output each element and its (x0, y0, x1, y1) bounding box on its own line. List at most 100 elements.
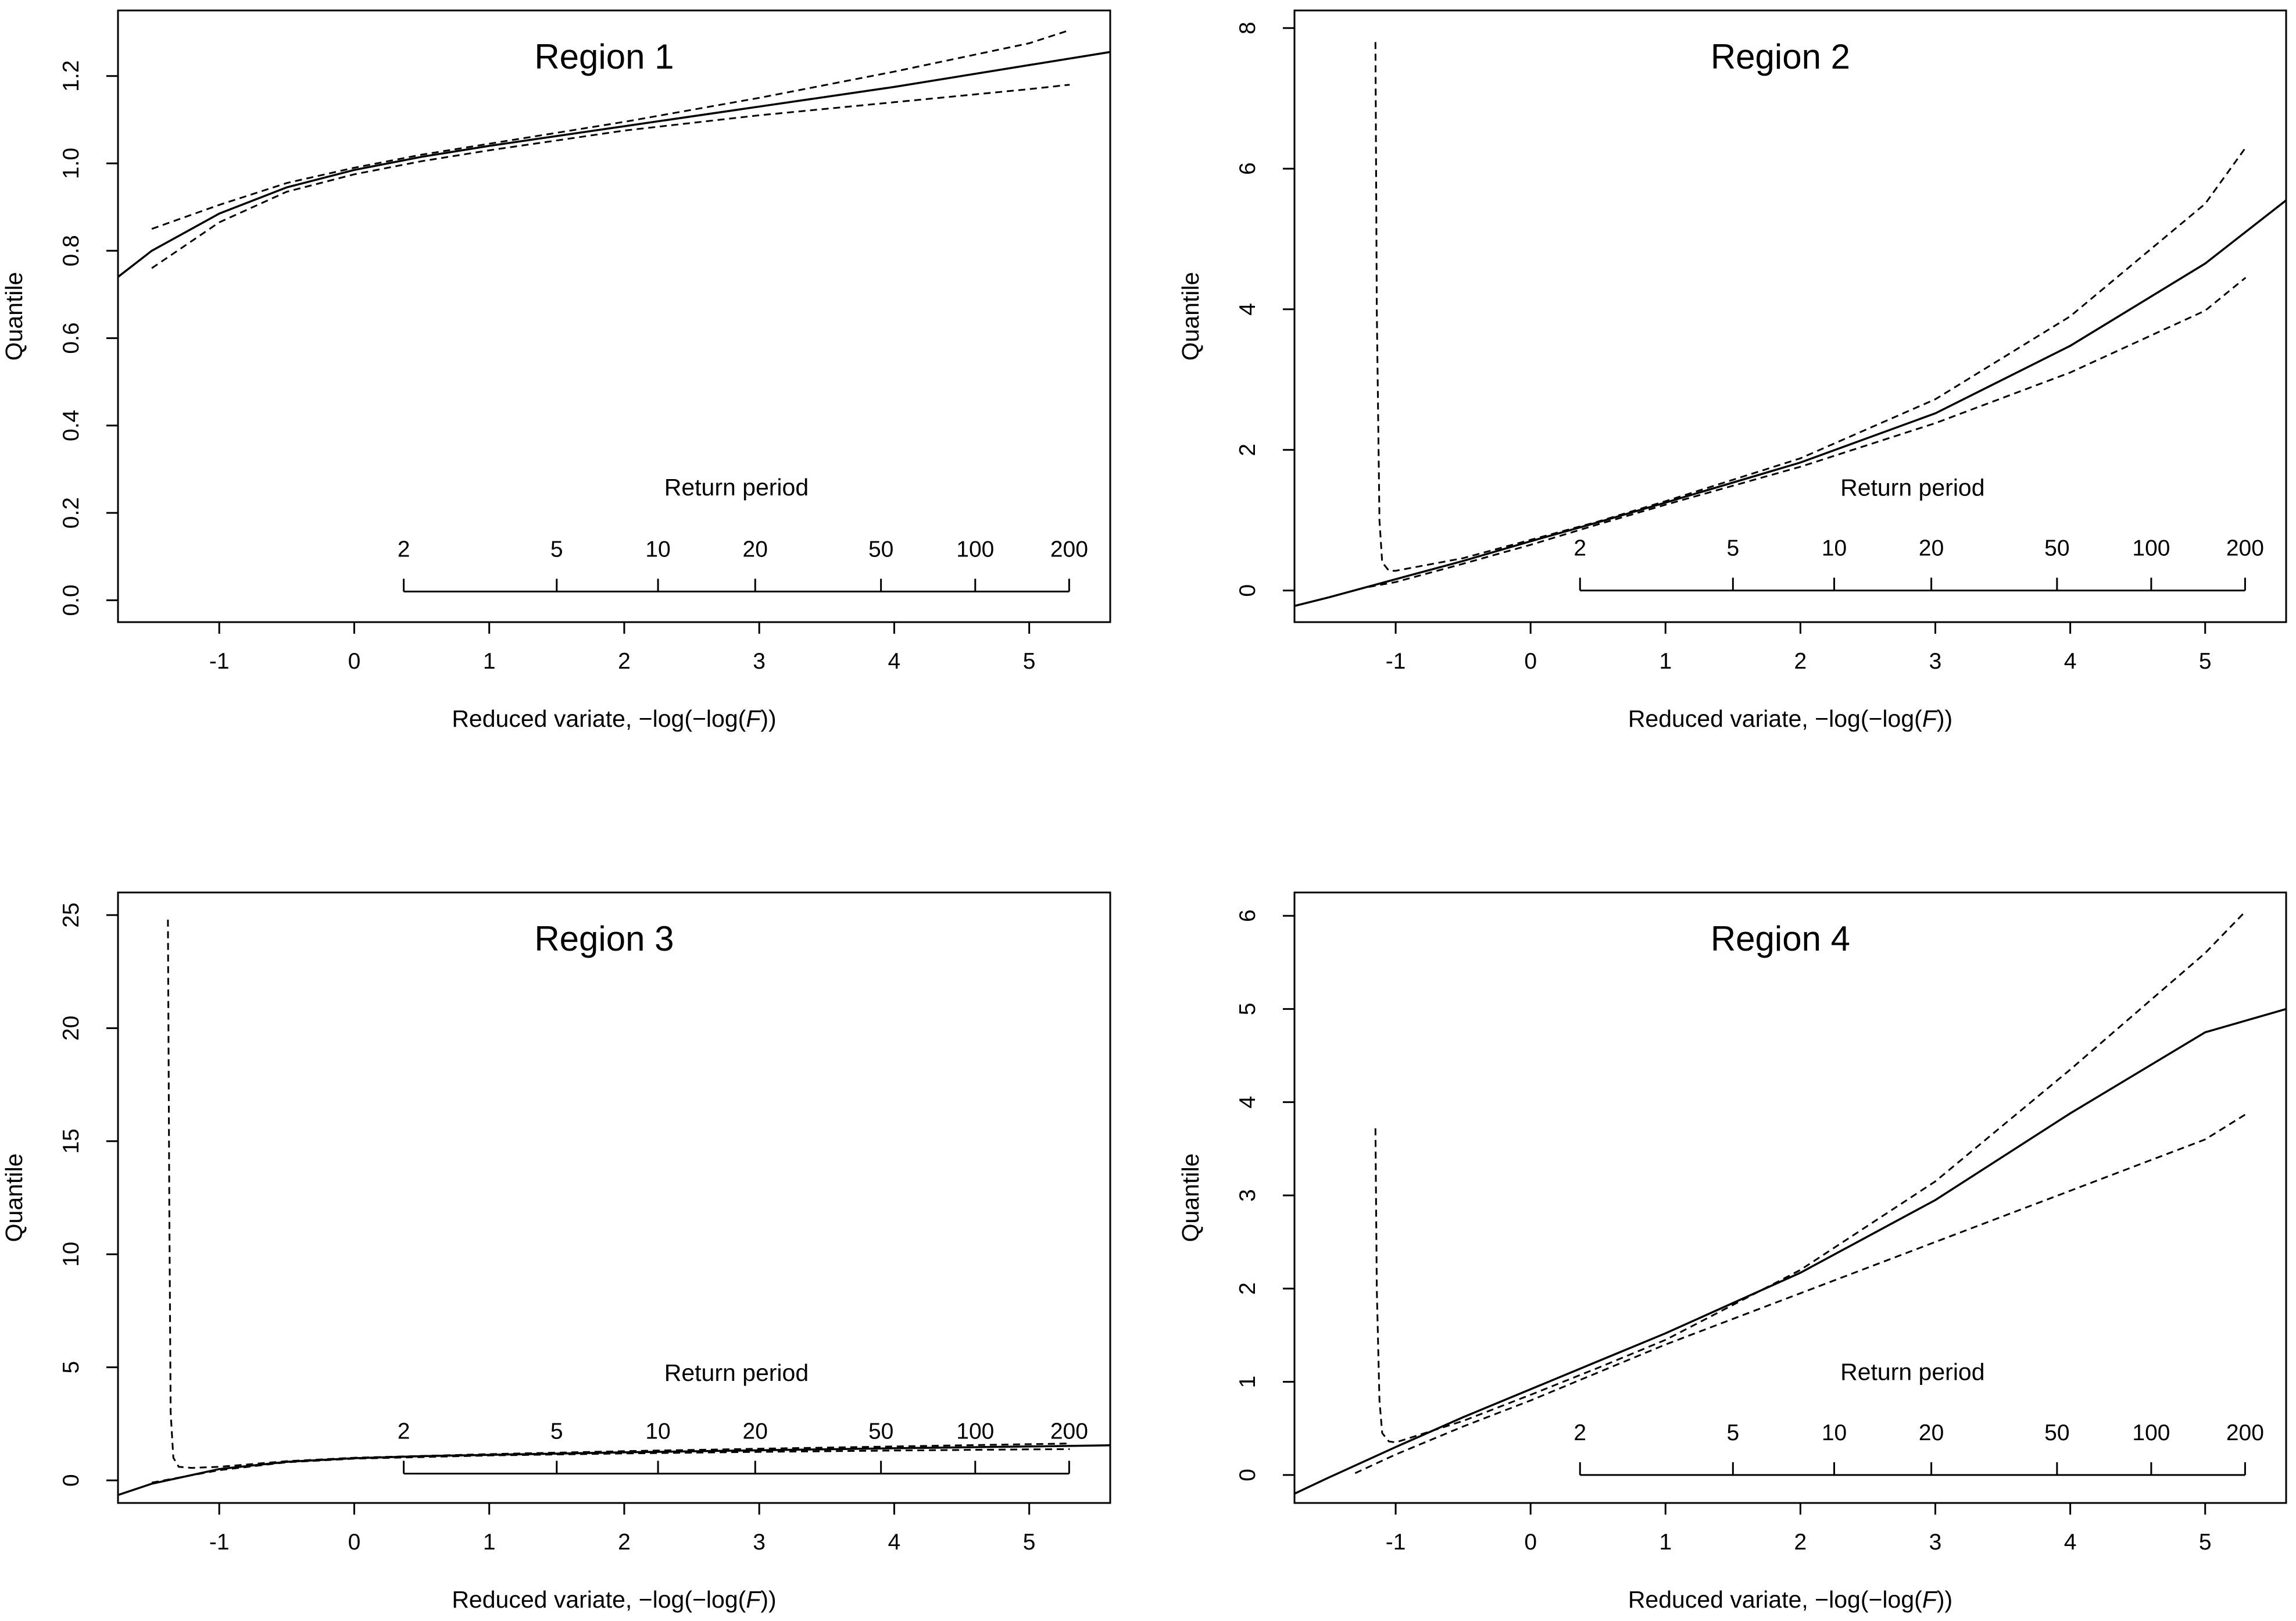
x-tick-label: 2 (618, 1530, 631, 1555)
x-tick-label: -1 (1386, 1530, 1406, 1555)
y-tick-label: 1.2 (59, 60, 84, 92)
return-period-tick-label: 50 (868, 537, 893, 562)
y-tick-label: 25 (59, 902, 84, 927)
plot-frame (117, 891, 1111, 1504)
x-axis-label-suffix: )) (1937, 1586, 1952, 1613)
x-axis-label-var: F (1922, 1586, 1938, 1613)
return-period-tick-label: 200 (2226, 1420, 2264, 1445)
series-upper (151, 29, 1070, 230)
return-period-tick-label: 200 (1050, 537, 1088, 562)
x-axis-label-prefix: Reduced variate, −log(−log( (452, 1586, 746, 1613)
x-tick-label: 2 (1794, 1530, 1807, 1555)
return-period-tick-label: 20 (743, 1419, 768, 1444)
y-tick-label: 1.0 (59, 148, 84, 179)
panel-title: Region 2 (1711, 37, 1850, 76)
y-tick-label: 0.4 (59, 410, 84, 441)
x-axis-label-suffix: )) (1937, 705, 1952, 732)
x-axis-label: Reduced variate, −log(−log(F)) (1628, 1586, 1952, 1613)
return-period-tick-label: 20 (1919, 536, 1944, 561)
series-lower (1368, 277, 2247, 588)
x-tick-label: 3 (1929, 649, 1942, 674)
y-tick-label: 0.0 (59, 584, 84, 616)
x-tick-label: 0 (1524, 1530, 1537, 1555)
y-tick-label: 0.8 (59, 235, 84, 266)
x-tick-label: 1 (483, 649, 496, 674)
y-tick-label: 1 (1235, 1376, 1260, 1388)
return-period-label: Return period (664, 474, 809, 501)
return-period-tick-label: 200 (1050, 1419, 1088, 1444)
x-axis-label-var: F (746, 1586, 761, 1613)
x-tick-label: 4 (2064, 1530, 2077, 1555)
return-period-label: Return period (1840, 474, 1984, 501)
y-tick-label: 6 (1235, 909, 1260, 922)
return-period-label: Return period (664, 1359, 809, 1386)
y-tick-label: 0.2 (59, 497, 84, 529)
x-tick-label: 1 (483, 1530, 496, 1555)
return-period-tick-label: 2 (398, 1419, 410, 1444)
return-period-tick-label: 2 (1573, 1420, 1586, 1445)
y-tick-label: 6 (1235, 162, 1260, 175)
x-axis-label-var: F (1922, 705, 1938, 732)
return-period-tick-label: 5 (1726, 536, 1739, 561)
x-axis-label-prefix: Reduced variate, −log(−log( (1628, 1586, 1922, 1613)
y-tick-label: 3 (1235, 1189, 1260, 1202)
y-tick-label: 8 (1235, 22, 1260, 34)
y-axis-label: Quantile (1177, 1154, 1204, 1242)
x-axis-label: Reduced variate, −log(−log(F)) (1628, 705, 1952, 732)
x-tick-label: 5 (1023, 649, 1036, 674)
return-period-tick-label: 10 (645, 537, 670, 562)
panel-title: Region 1 (534, 37, 674, 76)
return-period-tick-label: 10 (1822, 536, 1847, 561)
y-tick-label: 20 (59, 1016, 84, 1041)
y-tick-label: 4 (1235, 1096, 1260, 1109)
plot-frame (1293, 891, 2287, 1504)
plot-frame (1293, 9, 2287, 623)
y-tick-label: 5 (1235, 1003, 1260, 1016)
x-axis-label: Reduced variate, −log(−log(F)) (452, 705, 776, 732)
x-axis-label-prefix: Reduced variate, −log(−log( (1628, 705, 1922, 732)
return-period-tick-label: 100 (2132, 536, 2170, 561)
y-tick-label: 4 (1235, 303, 1260, 316)
x-tick-label: -1 (1386, 649, 1406, 674)
x-axis-label-var: F (746, 705, 761, 732)
y-tick-label: 15 (59, 1129, 84, 1154)
panel-region-1: -1 0 1 2 3 4 5 0.0 0.2 0.4 0.6 0.8 1.0 1.2 Quantile Red… (1, 9, 1111, 732)
x-tick-label: 0 (348, 1530, 361, 1555)
x-tick-label: 5 (2199, 649, 2212, 674)
return-period-tick-label: 50 (868, 1419, 893, 1444)
return-period-tick-label: 50 (2044, 536, 2069, 561)
y-tick-label: 2 (1235, 1282, 1260, 1295)
x-tick-label: 4 (888, 1530, 901, 1555)
x-axis-label-prefix: Reduced variate, −log(−log( (452, 705, 746, 732)
x-axis-label: Reduced variate, −log(−log(F)) (452, 1586, 776, 1613)
return-period-tick-label: 20 (1919, 1420, 1944, 1445)
y-axis-label: Quantile (1, 272, 27, 361)
series-lower (1354, 1113, 2247, 1474)
x-axis-label-suffix: )) (760, 705, 776, 732)
y-axis-label: Quantile (1177, 272, 1204, 361)
x-tick-label: 3 (1929, 1530, 1942, 1555)
y-tick-label: 0 (1235, 1469, 1260, 1481)
return-period-tick-label: 2 (398, 537, 410, 562)
series-upper (1374, 911, 2247, 1444)
return-period-tick-label: 50 (2044, 1420, 2069, 1445)
return-period-label: Return period (1840, 1358, 1984, 1385)
x-tick-label: 3 (753, 649, 766, 674)
x-tick-label: 2 (618, 649, 631, 674)
panel-title: Region 3 (534, 919, 674, 958)
series-upper (1374, 42, 2247, 572)
return-period-tick-label: 5 (550, 1419, 563, 1444)
x-tick-label: 1 (1659, 649, 1672, 674)
return-period-tick-label: 200 (2226, 536, 2264, 561)
x-tick-label: -1 (209, 649, 230, 674)
y-tick-label: 10 (59, 1242, 84, 1267)
x-tick-label: 5 (2199, 1530, 2212, 1555)
series-quantile (1294, 1008, 2286, 1495)
plot-frame (117, 9, 1111, 623)
return-period-tick-label: 20 (743, 537, 768, 562)
x-axis-label-suffix: )) (760, 1586, 776, 1613)
x-tick-label: 4 (888, 649, 901, 674)
y-tick-label: 0 (59, 1474, 84, 1487)
